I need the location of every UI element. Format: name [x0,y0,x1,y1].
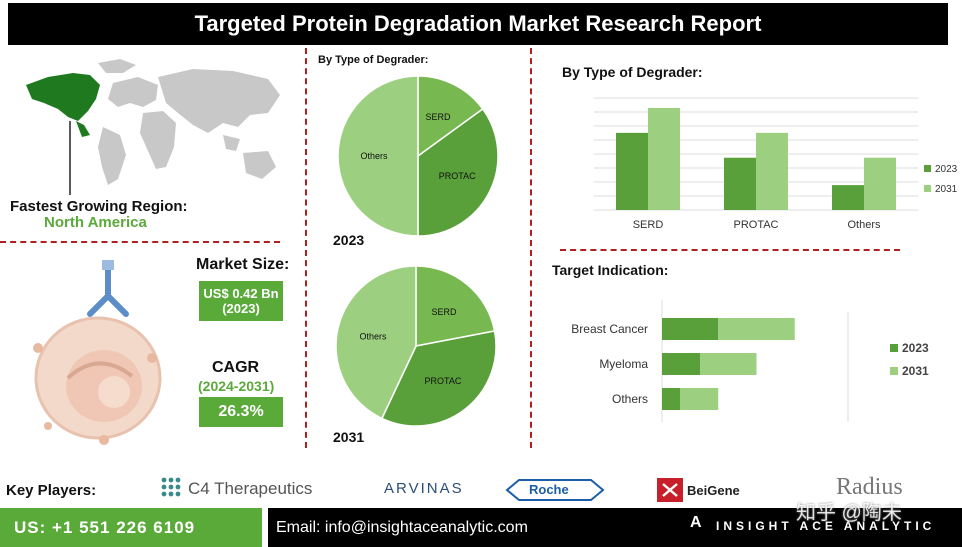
x-tick-label: PROTAC [733,219,778,231]
bar-others-2031 [864,157,896,210]
pie-chart-2023: SERD PROTAC Others [337,75,499,237]
y-tick-label: Others [612,392,648,406]
legend-label-2031: 2031 [902,364,929,378]
target-heading: Target Indication: [552,262,669,278]
pie-label-protac-2031: PROTAC [425,376,462,386]
pie-slice-protac-2031 [380,330,497,427]
arvinas-logo-text: ARVINAS [384,480,464,497]
beigene-logo-text: BeiGene [687,483,740,498]
pie-slice-others-2031 [335,265,417,420]
pie-slice-others-2023 [337,75,419,237]
divider-right [530,48,532,448]
y-tick-label: Myeloma [599,357,648,371]
footer-email: Email: info@insightaceanalytic.com [268,508,962,547]
bar-protac-2023 [724,157,756,210]
brand-mark-icon: A [690,514,702,531]
x-tick-label: Others [847,219,881,231]
pie-label-others-2023: Others [360,151,388,161]
email-text[interactable]: Email: info@insightaceanalytic.com [276,518,528,536]
divider-left [305,48,307,448]
bar-chart-degrader: SERD PROTAC Others 2023 2031 [594,97,958,231]
pie-label-serd-2031: SERD [432,307,458,317]
pie-slice-serd-2023 [417,75,484,158]
beigene-logo-icon [657,478,683,502]
cagr-value: 26.3% [199,397,283,427]
bar-serd-2023 [616,132,648,210]
bar-others-2023 [832,185,864,210]
pie-label-serd-2023: SERD [425,112,451,122]
pie-year-2023: 2023 [333,232,365,248]
region-label: Fastest Growing Region: [10,198,188,215]
bar-heading: By Type of Degrader: [562,64,703,80]
roche-logo-icon [505,479,605,501]
market-size-value: US$ 0.42 Bn [203,286,279,301]
pie-slice-protac-2023 [417,107,499,237]
pie-year-2031: 2031 [333,429,365,445]
radius-logo-text: Radius [836,474,903,500]
pie-slice-serd-2031 [415,265,496,347]
c4-logo-icon [161,477,181,497]
cell-antibody-icon [33,260,162,445]
pie-label-protac-2023: PROTAC [439,171,476,181]
roche-logo-text: Roche [529,482,569,497]
divider-charts [560,249,900,251]
watermark: 知乎 @陶未 [796,502,902,524]
legend-label-2023: 2023 [935,164,958,175]
region-value: North America [44,214,147,231]
cagr-label: CAGR [212,359,260,376]
bar-protac-2031 [756,132,788,210]
pie-label-others-2031: Others [360,331,388,341]
hbar-breast-cancer-2023 [662,318,719,340]
pie-heading: By Type of Degrader: [318,54,429,66]
bar-chart-target: Breast Cancer Myeloma Others 2023 2031 [571,300,929,422]
legend-label-2031: 2031 [935,184,958,195]
legend-swatch-2023 [890,344,898,352]
legend-label-2023: 2023 [902,341,929,355]
world-map-icon [26,59,280,195]
market-size-year: (2023) [222,301,260,316]
divider-region [0,241,280,243]
cagr-period: (2024-2031) [198,378,275,394]
market-size-box: US$ 0.42 Bn (2023) [199,281,283,321]
x-tick-label: SERD [633,219,664,231]
pie-chart-2031: SERD PROTAC Others [335,265,497,427]
hbar-others-2023 [662,388,680,410]
brand-name: INSIGHT ACE ANALYTIC [716,519,936,533]
hbar-others-2031 [680,388,719,410]
key-players-label: Key Players: [6,482,97,499]
c4-logo-text: C4 Therapeutics [188,479,313,498]
market-size-label: Market Size: [196,256,290,273]
footer-phone[interactable]: US: +1 551 226 6109 [0,508,262,547]
bar-serd-2031 [648,107,680,210]
hbar-myeloma-2031 [700,353,757,375]
hbar-breast-cancer-2031 [718,318,795,340]
legend-swatch-2031 [890,367,898,375]
hbar-myeloma-2023 [662,353,701,375]
legend-swatch-2023 [924,165,931,172]
page-title: Targeted Protein Degradation Market Rese… [8,3,948,45]
legend-swatch-2031 [924,185,931,192]
y-tick-label: Breast Cancer [571,322,648,336]
